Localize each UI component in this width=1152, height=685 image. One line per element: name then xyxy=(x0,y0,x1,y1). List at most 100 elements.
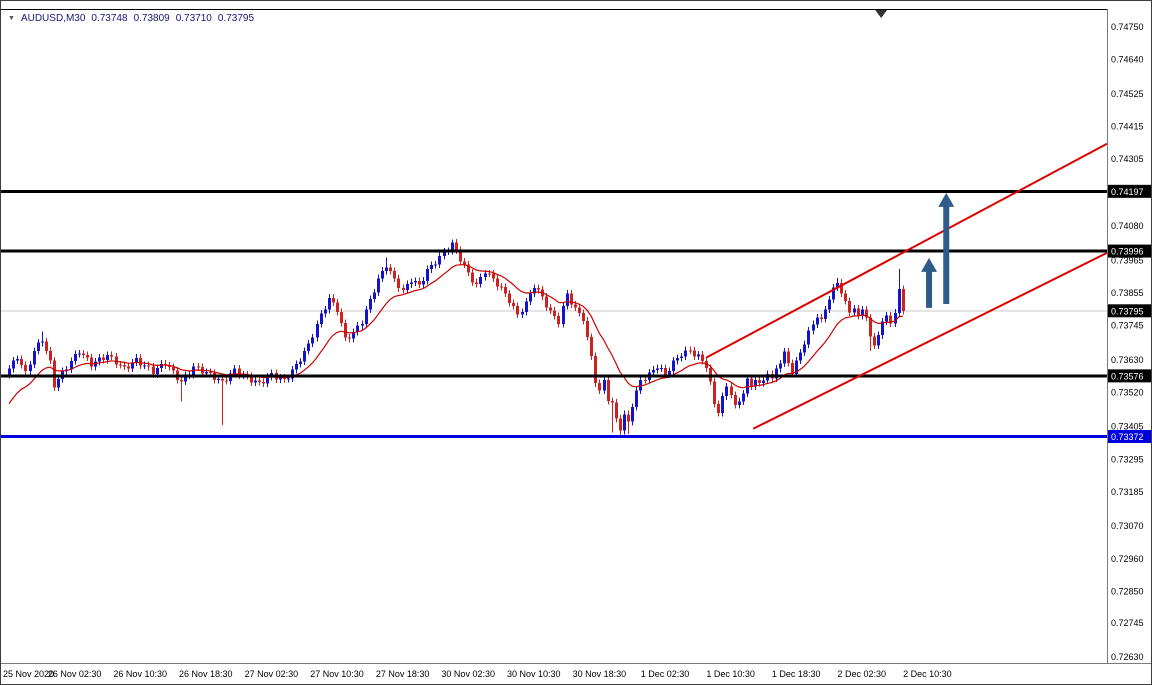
candle-body xyxy=(147,365,150,367)
current-price-badge-label: 0.73795 xyxy=(1111,306,1144,316)
candle-body xyxy=(885,315,888,322)
candle-body xyxy=(352,331,355,339)
up-arrow-object[interactable] xyxy=(921,257,938,308)
candle-body xyxy=(844,293,847,301)
candle-body xyxy=(20,359,23,365)
candle-body xyxy=(463,261,466,265)
candle-body xyxy=(221,378,224,381)
candle-body xyxy=(12,360,15,369)
price-tick-label: 0.73295 xyxy=(1111,454,1144,464)
candle-body xyxy=(90,357,93,367)
candle-body xyxy=(356,325,359,332)
candle-body xyxy=(623,414,626,431)
candle-body xyxy=(644,380,647,382)
candle-body xyxy=(492,273,495,279)
candle-body xyxy=(578,307,581,314)
candle-body xyxy=(869,317,872,337)
candle-body xyxy=(438,255,441,265)
trendline-object[interactable] xyxy=(752,251,1108,430)
candle-body xyxy=(303,350,306,362)
candle-body xyxy=(94,361,97,367)
candle-body xyxy=(168,365,171,368)
candle-body xyxy=(209,372,212,374)
candle-body xyxy=(279,377,282,380)
candle-body xyxy=(742,393,745,402)
price-tick-label: 0.73520 xyxy=(1111,388,1144,398)
candle-body xyxy=(291,369,294,379)
candle-body xyxy=(820,317,823,319)
candle-body xyxy=(381,270,384,279)
chart-frame xyxy=(1,9,1151,664)
price-tick-label: 0.74750 xyxy=(1111,22,1144,32)
candle-body xyxy=(549,307,552,311)
candle-body xyxy=(16,359,19,361)
candle-body xyxy=(430,265,433,270)
price-line-badge xyxy=(1108,369,1151,383)
candle-body xyxy=(500,286,503,288)
candle-body xyxy=(393,270,396,279)
price-tick-label: 0.74640 xyxy=(1111,55,1144,65)
candle-body xyxy=(848,300,851,313)
time-tick-label: 27 Nov 18:30 xyxy=(376,669,430,679)
candle-body xyxy=(119,364,122,366)
time-tick-label: 26 Nov 18:30 xyxy=(179,669,233,679)
candle-body xyxy=(24,364,27,371)
price-line-badge xyxy=(1108,244,1151,258)
price-axis[interactable]: 0.74750 0.74640 0.74525 0.74415 0.74305 0.740… xyxy=(1108,22,1152,662)
candle-body xyxy=(762,380,765,383)
candle-body xyxy=(758,380,761,383)
price-tick-label: 0.72745 xyxy=(1111,618,1144,628)
candle-body xyxy=(434,264,437,266)
ohlc-low-value: 0.73710 xyxy=(175,13,212,24)
candle-body xyxy=(180,379,183,382)
arrows xyxy=(921,192,955,308)
candle-body xyxy=(865,309,868,318)
time-tick-label: 27 Nov 02:30 xyxy=(245,669,299,679)
candle-body xyxy=(299,361,302,365)
candle-body xyxy=(443,251,446,256)
price-tick-label: 0.73070 xyxy=(1111,521,1144,531)
one-click-trading-expander-icon[interactable]: ▼ xyxy=(8,15,15,22)
candle-body xyxy=(377,278,380,293)
candle-body xyxy=(516,306,519,315)
price-tick-label: 0.73405 xyxy=(1111,422,1144,432)
candle-body xyxy=(385,267,388,271)
candle-body xyxy=(512,303,515,307)
candle-body xyxy=(861,309,864,316)
candle-body xyxy=(373,292,376,299)
candle-body xyxy=(102,357,105,361)
candle-body xyxy=(799,352,802,361)
candle-body xyxy=(684,350,687,357)
candle-body xyxy=(746,378,749,394)
moving-average-line[interactable] xyxy=(8,264,903,404)
trendline-object[interactable] xyxy=(705,142,1108,359)
price-tick-label: 0.73745 xyxy=(1111,321,1144,331)
candle-body xyxy=(713,381,716,405)
time-tick-label: 1 Dec 18:30 xyxy=(772,669,821,679)
price-tick-label: 0.73185 xyxy=(1111,487,1144,497)
price-tick-label: 0.72630 xyxy=(1111,652,1144,662)
candle-body xyxy=(664,368,667,375)
candle-body xyxy=(258,380,261,382)
candle-body xyxy=(426,269,429,281)
chart-shift-marker[interactable] xyxy=(875,10,888,18)
candle-body xyxy=(361,323,364,326)
candle-body xyxy=(697,354,700,357)
candle-body xyxy=(586,320,589,338)
time-tick-label: 26 Nov 10:30 xyxy=(113,669,167,679)
candle-body xyxy=(877,335,880,346)
candle-body xyxy=(553,310,556,316)
price-tick-label: 0.74525 xyxy=(1111,89,1144,99)
candle-body xyxy=(389,267,392,271)
candle-body xyxy=(283,377,286,379)
up-arrow-object[interactable] xyxy=(938,192,955,304)
candle-body xyxy=(336,302,339,312)
candle-body xyxy=(721,396,724,413)
candle-body xyxy=(344,322,347,338)
candle-body xyxy=(594,356,597,384)
price-tick-label: 0.74080 xyxy=(1111,221,1144,231)
candle-body xyxy=(537,288,540,290)
candle-body xyxy=(615,402,618,419)
